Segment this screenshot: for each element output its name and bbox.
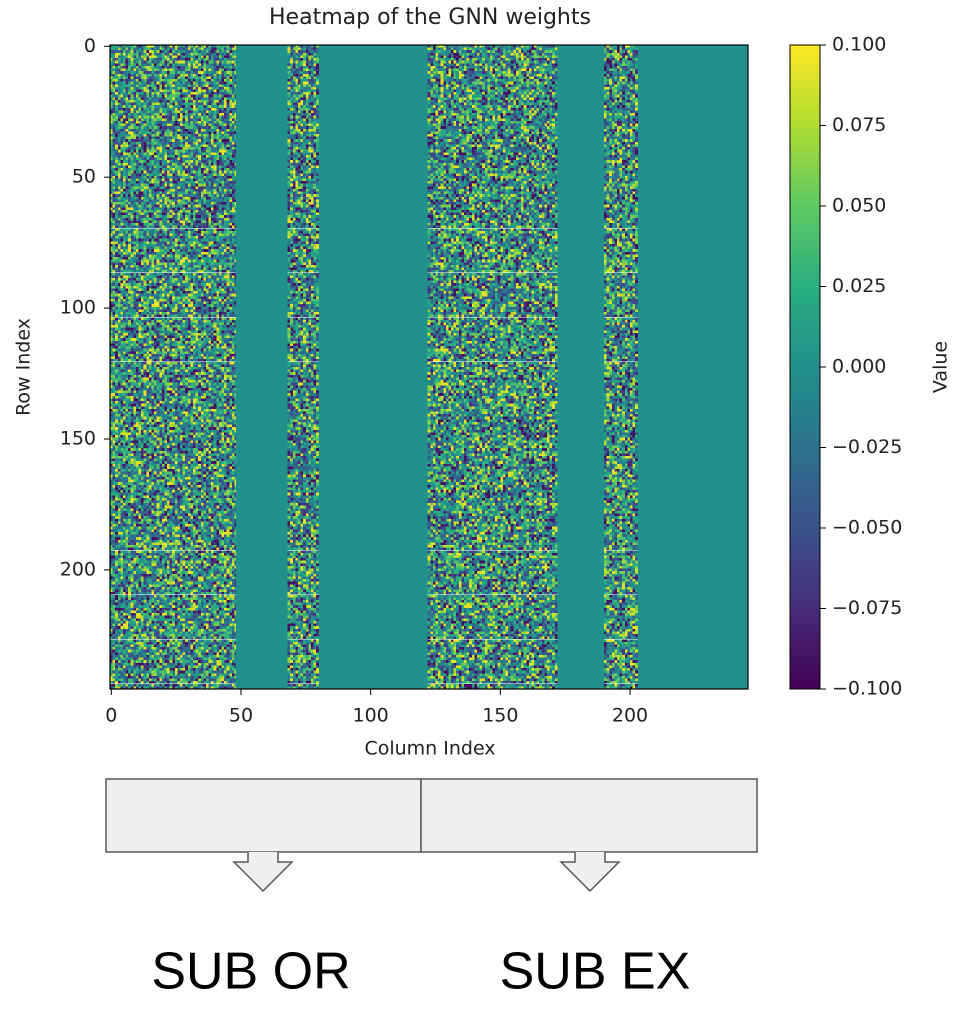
noise-texture	[110, 45, 638, 690]
y-tick-label: 200	[60, 558, 96, 580]
colorbar-tick-label: −0.100	[832, 678, 902, 700]
plot-frame	[109, 44, 749, 690]
y-tick-label: 100	[60, 297, 96, 319]
colorbar	[789, 44, 821, 690]
arrow	[232, 852, 294, 893]
colorbar-tick-label: 0.025	[832, 275, 886, 297]
colorbar-tick-label: 0.100	[832, 34, 886, 56]
heatmap-cell-block	[637, 45, 748, 689]
x-tick-label: 150	[482, 705, 518, 727]
box	[420, 778, 758, 853]
colorbar-tick-label: −0.075	[832, 597, 902, 619]
noise-texture	[110, 45, 638, 690]
colorbar-tick-label: 0.075	[832, 114, 886, 136]
y-tick-label: 150	[60, 427, 96, 449]
y-tick-label: 0	[84, 35, 96, 57]
heatmap-cell-block	[235, 45, 288, 689]
x-tick-label: 100	[353, 705, 389, 727]
y-axis-label: Row Index	[13, 318, 35, 416]
box	[105, 778, 422, 853]
heatmap-cell-block	[318, 45, 428, 689]
annotation: SUB EX	[500, 943, 691, 1001]
noise-texture	[110, 45, 638, 690]
colorbar-tick-label: −0.025	[832, 436, 902, 458]
noise-texture	[110, 45, 638, 690]
chart-title: Heatmap of the GNN weights	[269, 5, 591, 30]
noise-texture	[110, 45, 638, 690]
x-tick-label: 200	[612, 705, 648, 727]
y-tick-label: 50	[72, 166, 96, 188]
heatmap-cell-block	[557, 45, 605, 689]
noise-texture	[110, 45, 638, 690]
split-boxes	[105, 778, 758, 893]
colorbar-tick-label: 0.000	[832, 356, 886, 378]
colorbar-tick-label: 0.050	[832, 195, 886, 217]
colorbar-label: Value	[930, 341, 952, 393]
x-axis-label: Column Index	[364, 738, 495, 760]
colorbar-tick-label: −0.050	[832, 517, 902, 539]
x-tick-label: 50	[229, 705, 253, 727]
arrow	[559, 852, 621, 893]
x-tick-label: 0	[105, 705, 117, 727]
annotation: SUB OR	[151, 943, 350, 1001]
